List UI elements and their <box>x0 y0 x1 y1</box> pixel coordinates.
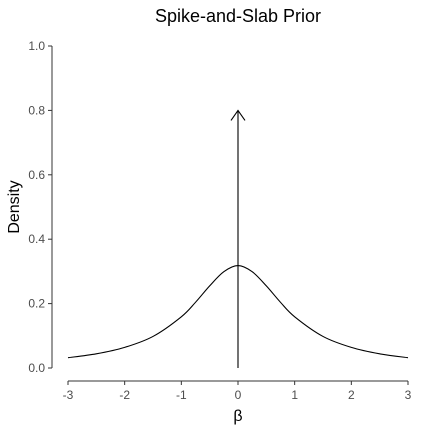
x-tick-label: 0 <box>235 388 242 402</box>
plot-area <box>67 109 409 368</box>
y-tick-label: 0.2 <box>28 297 45 311</box>
y-tick-label: 0.0 <box>28 361 45 375</box>
x-tick-label: -3 <box>63 388 74 402</box>
x-tick-label: -2 <box>119 388 130 402</box>
y-tick-label: 1.0 <box>28 39 45 53</box>
x-tick-label: -1 <box>176 388 187 402</box>
spike-arrowhead <box>230 109 246 121</box>
x-axis-title: β <box>233 408 242 425</box>
x-tick-label: 3 <box>405 388 412 402</box>
axes: 0.0 0.2 0.4 0.6 0.8 1.0 -3 -2 -1 0 1 2 3 <box>28 39 411 402</box>
y-axis-title: Density <box>6 180 23 233</box>
y-tick-label: 0.6 <box>28 168 45 182</box>
y-tick-label: 0.8 <box>28 103 45 117</box>
x-tick-label: 1 <box>291 388 298 402</box>
chart-title: Spike-and-Slab Prior <box>155 6 321 26</box>
y-tick-label: 0.4 <box>28 232 45 246</box>
x-tick-label: 2 <box>348 388 355 402</box>
